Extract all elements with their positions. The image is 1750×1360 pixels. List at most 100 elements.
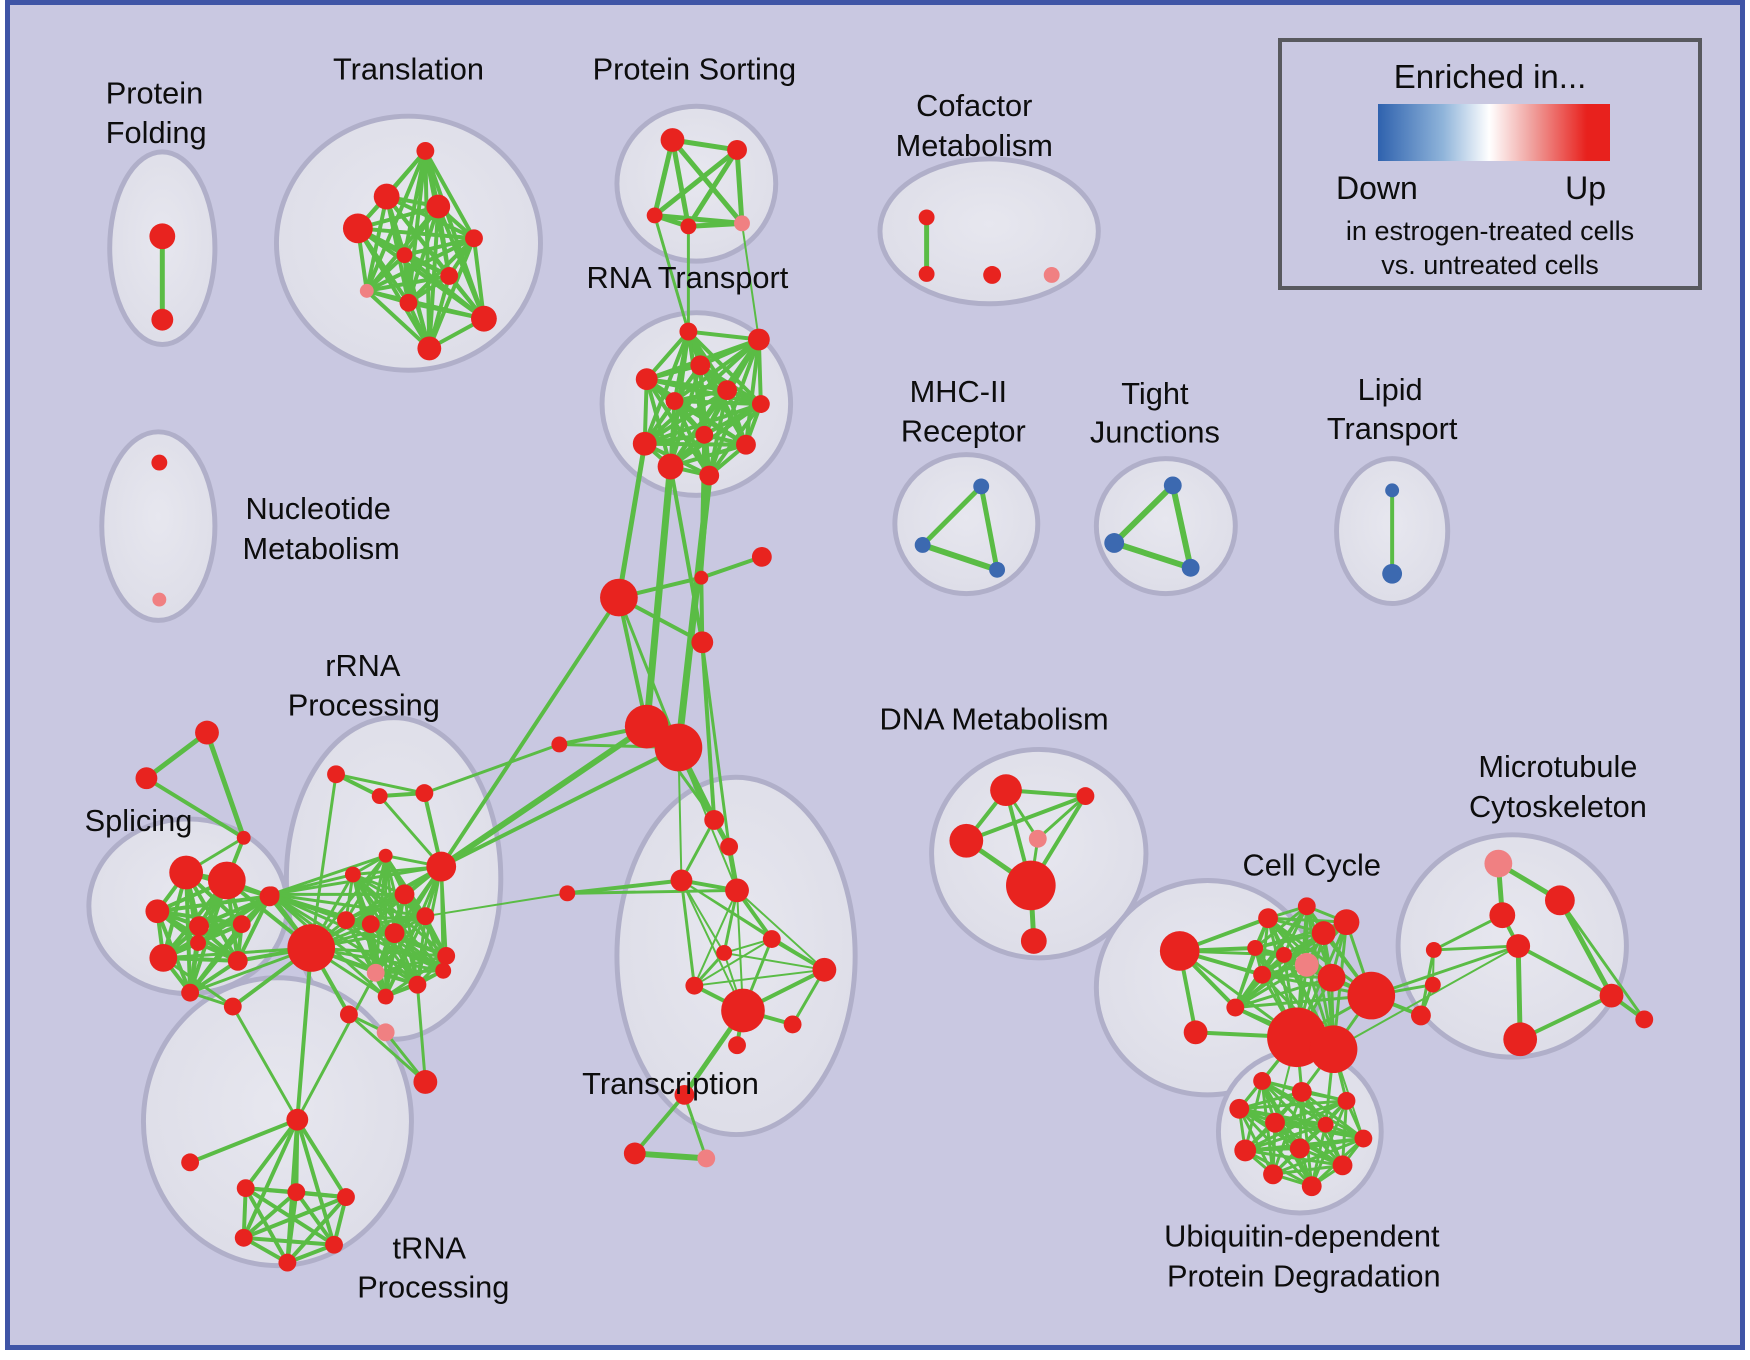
network-node[interactable] (278, 1253, 297, 1272)
network-edge[interactable] (374, 954, 448, 975)
network-node[interactable] (697, 1149, 716, 1168)
network-edge[interactable] (672, 399, 763, 407)
network-edge[interactable] (439, 745, 681, 869)
network-edge[interactable] (686, 329, 761, 342)
network-node[interactable] (1317, 1116, 1334, 1133)
network-edge[interactable] (920, 483, 984, 548)
network-edge[interactable] (1516, 943, 1614, 998)
network-node[interactable] (408, 975, 427, 994)
network-edge[interactable] (682, 1093, 708, 1160)
network-edge[interactable] (241, 1195, 348, 1240)
network-node[interactable] (1258, 908, 1278, 929)
network-node[interactable] (359, 283, 374, 298)
network-node[interactable] (1309, 1025, 1358, 1074)
network-edge[interactable] (642, 329, 691, 446)
network-edge[interactable] (1432, 944, 1520, 952)
network-node[interactable] (394, 884, 415, 905)
network-edge[interactable] (1111, 482, 1176, 546)
network-node[interactable] (918, 266, 935, 282)
network-node[interactable] (1289, 1138, 1310, 1159)
network-node[interactable] (721, 988, 765, 1033)
network-edge[interactable] (700, 640, 717, 822)
network-node[interactable] (371, 788, 388, 805)
network-node[interactable] (325, 1235, 343, 1254)
network-node[interactable] (416, 907, 435, 926)
network-edge[interactable] (693, 968, 826, 987)
network-edge[interactable] (1233, 946, 1257, 1010)
network-node[interactable] (1311, 921, 1336, 945)
network-node[interactable] (337, 1188, 355, 1207)
network-edge[interactable] (384, 931, 397, 999)
network-node[interactable] (600, 578, 638, 617)
network-edge[interactable] (1237, 1090, 1304, 1111)
network-edge[interactable] (270, 854, 388, 896)
network-node[interactable] (734, 215, 750, 232)
network-node[interactable] (1337, 1091, 1356, 1110)
network-node[interactable] (223, 997, 242, 1016)
network-edge[interactable] (686, 329, 763, 407)
network-edge[interactable] (668, 442, 748, 469)
network-edge[interactable] (978, 483, 1000, 573)
network-edge[interactable] (472, 236, 486, 321)
network-node[interactable] (716, 944, 733, 961)
network-edge[interactable] (309, 772, 338, 950)
network-node[interactable] (1489, 902, 1516, 929)
network-edge[interactable] (1243, 1123, 1328, 1152)
network-node[interactable] (236, 1179, 255, 1198)
network-edge[interactable] (1557, 897, 1614, 999)
network-edge[interactable] (143, 730, 210, 781)
network-node[interactable] (1333, 909, 1360, 936)
network-edge[interactable] (631, 1150, 710, 1162)
network-node[interactable] (914, 537, 931, 553)
network-node[interactable] (1297, 897, 1316, 916)
network-node[interactable] (1234, 1139, 1257, 1162)
network-node[interactable] (670, 869, 693, 892)
network-edge[interactable] (565, 888, 739, 895)
network-edge[interactable] (1253, 904, 1309, 950)
network-node[interactable] (1229, 1098, 1250, 1119)
network-edge[interactable] (427, 273, 452, 351)
network-edge[interactable] (295, 1117, 337, 1247)
network-edge[interactable] (964, 794, 1088, 843)
network-node[interactable] (339, 1005, 358, 1024)
network-node[interactable] (195, 720, 219, 745)
network-edge[interactable] (699, 554, 764, 580)
network-node[interactable] (674, 1084, 695, 1105)
network-edge[interactable] (642, 402, 763, 446)
network-edge[interactable] (355, 226, 432, 351)
network-node[interactable] (465, 229, 483, 248)
network-edge[interactable] (668, 464, 705, 645)
network-edge[interactable] (231, 1005, 299, 1122)
network-node[interactable] (344, 866, 361, 883)
network-node[interactable] (189, 916, 209, 937)
network-node[interactable] (1291, 1081, 1312, 1102)
network-node[interactable] (149, 943, 178, 972)
network-node[interactable] (1385, 483, 1400, 498)
network-edge[interactable] (374, 969, 445, 975)
network-edge[interactable] (1036, 794, 1087, 841)
network-edge[interactable] (632, 1092, 687, 1156)
network-edge[interactable] (295, 945, 314, 1122)
network-edge[interactable] (204, 730, 247, 841)
network-node[interactable] (657, 453, 684, 480)
network-edge[interactable] (334, 772, 426, 795)
network-node[interactable] (695, 425, 714, 444)
network-node[interactable] (152, 592, 167, 607)
network-node[interactable] (426, 194, 451, 219)
network-edge[interactable] (565, 878, 684, 896)
network-edge[interactable] (707, 402, 763, 478)
network-node[interactable] (149, 223, 176, 250)
network-node[interactable] (337, 911, 355, 930)
network-node[interactable] (342, 213, 373, 244)
network-node[interactable] (287, 1183, 306, 1202)
network-node[interactable] (632, 431, 657, 456)
network-edge[interactable] (1111, 540, 1194, 571)
network-node[interactable] (623, 1142, 646, 1165)
network-node[interactable] (181, 983, 200, 1002)
network-node[interactable] (949, 823, 984, 858)
network-edge[interactable] (270, 892, 427, 918)
network-edge[interactable] (1298, 1137, 1365, 1150)
network-node[interactable] (680, 218, 697, 235)
network-edge[interactable] (241, 1190, 299, 1240)
network-edge[interactable] (699, 474, 711, 580)
